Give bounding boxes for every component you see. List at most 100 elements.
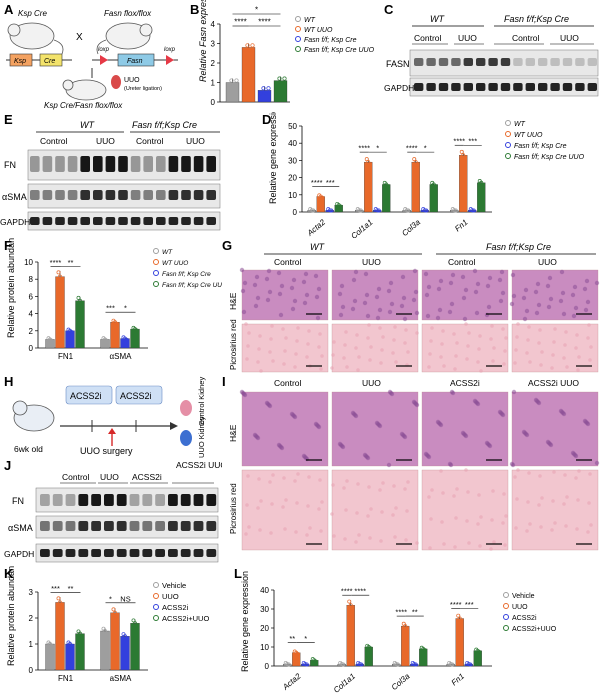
cond-label: UUO — [362, 257, 381, 267]
y-axis-label: Relative Fasn expression — [198, 0, 208, 82]
tissue-texture — [357, 355, 361, 359]
tissue-texture — [247, 331, 251, 335]
tissue-texture — [257, 477, 261, 481]
blot-band — [193, 156, 204, 172]
blot-band — [52, 521, 63, 531]
tissue-texture — [525, 529, 529, 533]
uuo-sub-label: (Ureter ligation) — [124, 86, 162, 92]
y-tick-label: 8 — [29, 275, 34, 284]
blot-band — [168, 521, 178, 531]
row-label: Picrosirius red — [229, 483, 238, 534]
blot-band — [414, 58, 424, 66]
data-point — [450, 662, 455, 667]
blot-band — [587, 83, 597, 91]
blot-band — [118, 156, 128, 172]
y-tick-label: 50 — [288, 122, 297, 131]
blot-band — [180, 521, 191, 531]
y-tick-label: 10 — [24, 258, 33, 267]
blot-band — [93, 156, 103, 172]
tissue-texture — [386, 462, 392, 468]
tissue-texture — [534, 310, 540, 316]
tissue-texture — [491, 489, 495, 493]
group-label-wt: WT — [430, 14, 445, 24]
data-point — [366, 160, 371, 165]
tissue-texture — [576, 368, 580, 372]
cond-label: UUO — [458, 33, 477, 43]
sig-label: **** — [311, 178, 323, 187]
sig-label: ** — [68, 584, 74, 593]
sig-label: **** — [258, 18, 270, 27]
tissue-texture — [279, 445, 285, 451]
data-point — [364, 157, 369, 162]
tissue-texture — [304, 292, 310, 298]
tissue-texture — [540, 496, 544, 500]
bar — [120, 636, 130, 671]
tissue-texture — [331, 483, 335, 487]
tissue-texture — [332, 534, 336, 538]
tissue-texture — [564, 524, 568, 528]
sig-label: ** — [68, 258, 74, 267]
tissue-texture — [513, 361, 517, 365]
tissue-texture — [340, 304, 346, 310]
y-tick-label: 3 — [29, 588, 34, 597]
blot-band — [438, 58, 449, 66]
y-axis-label: Relative gene expression — [268, 112, 278, 204]
tissue-texture — [442, 542, 446, 546]
tissue-texture — [353, 413, 359, 419]
legend-label: Vehicle — [512, 593, 535, 600]
blot-band — [80, 156, 90, 172]
blot-band — [78, 549, 89, 557]
sig-label: **** — [354, 587, 366, 596]
x-tick-label: Acta2 — [305, 217, 328, 238]
blot-band — [550, 83, 560, 91]
data-point — [114, 614, 119, 619]
data-point — [348, 603, 353, 608]
blot-band — [538, 58, 548, 66]
y-axis-label: Relative gene expression — [240, 571, 250, 672]
blot-band — [67, 190, 78, 200]
blot-band — [155, 521, 165, 531]
tissue-texture — [306, 342, 310, 346]
legend-marker — [153, 259, 159, 265]
data-point — [477, 650, 482, 654]
tissue-texture — [393, 535, 397, 539]
blot-band — [525, 83, 535, 91]
tissue-texture — [412, 268, 418, 274]
tissue-texture — [267, 289, 273, 295]
bar — [75, 300, 85, 349]
data-point — [234, 78, 239, 83]
tissue-texture — [572, 284, 578, 290]
y-tick-label: 2 — [211, 59, 216, 68]
legend-label: UUO — [162, 592, 179, 601]
bar — [477, 182, 486, 213]
tissue-texture — [479, 369, 483, 373]
tissue-texture — [258, 528, 262, 532]
blot-band — [143, 190, 153, 200]
tissue-texture — [379, 361, 383, 365]
blot-band — [91, 549, 101, 557]
tissue-texture — [485, 283, 491, 289]
y-tick-label: 2 — [29, 327, 34, 336]
group-label-ko: Fasn f/f;Ksp Cre — [504, 14, 569, 24]
data-point — [367, 163, 372, 168]
y-tick-label: 40 — [288, 139, 297, 148]
tissue-texture — [365, 313, 371, 319]
tissue-texture — [594, 280, 600, 286]
kidney-label: Control Kidney — [197, 377, 206, 426]
sig-label: ** — [289, 634, 295, 643]
blot-band — [91, 521, 101, 531]
tissue-texture — [281, 327, 285, 331]
blot-band — [587, 58, 597, 66]
tissue-texture — [389, 301, 395, 307]
y-tick-label: 10 — [288, 191, 297, 200]
sig-label: * — [124, 304, 127, 313]
legend-label: ACSS2i+UUO — [512, 626, 557, 633]
tissue-texture — [339, 283, 345, 289]
row-label: H&E — [228, 292, 238, 310]
data-point — [258, 91, 264, 96]
tissue-texture — [430, 326, 434, 330]
tissue-texture — [540, 350, 544, 354]
tissue-texture — [377, 423, 383, 429]
data-point — [404, 208, 409, 213]
cond-label: Control — [512, 33, 540, 43]
